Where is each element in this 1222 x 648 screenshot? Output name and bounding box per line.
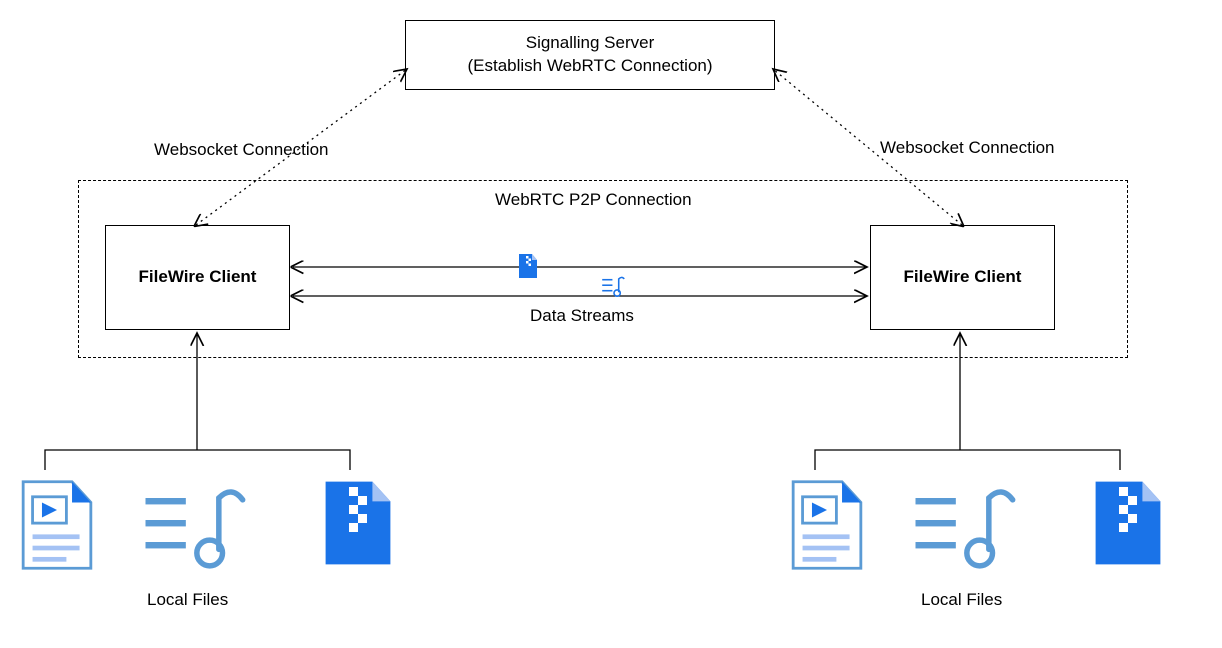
ws-left-label: Websocket Connection [154,140,329,160]
server-line1: Signalling Server [526,32,655,55]
zip-file-right-icon [1092,478,1164,568]
edge-files-right-branch [815,450,1120,470]
music-small-icon [600,275,628,297]
zip-small-icon [518,253,538,279]
music-file-left-icon [140,478,250,573]
filewire-client-left-node: FileWire Client [105,225,290,330]
video-file-left-icon [18,478,96,572]
zip-file-left-icon [322,478,394,568]
diagram-canvas: Signalling Server (Establish WebRTC Conn… [0,0,1222,648]
video-file-right-icon [788,478,866,572]
client-left-label: FileWire Client [139,266,257,289]
local-files-right-label: Local Files [921,590,1002,610]
filewire-client-right-node: FileWire Client [870,225,1055,330]
server-line2: (Establish WebRTC Connection) [467,55,712,78]
edge-files-left-branch [45,450,350,470]
ws-right-label: Websocket Connection [880,138,1055,158]
local-files-left-label: Local Files [147,590,228,610]
signalling-server-node: Signalling Server (Establish WebRTC Conn… [405,20,775,90]
container-title: WebRTC P2P Connection [495,190,692,210]
client-right-label: FileWire Client [904,266,1022,289]
data-streams-label: Data Streams [530,306,634,326]
music-file-right-icon [910,478,1020,573]
